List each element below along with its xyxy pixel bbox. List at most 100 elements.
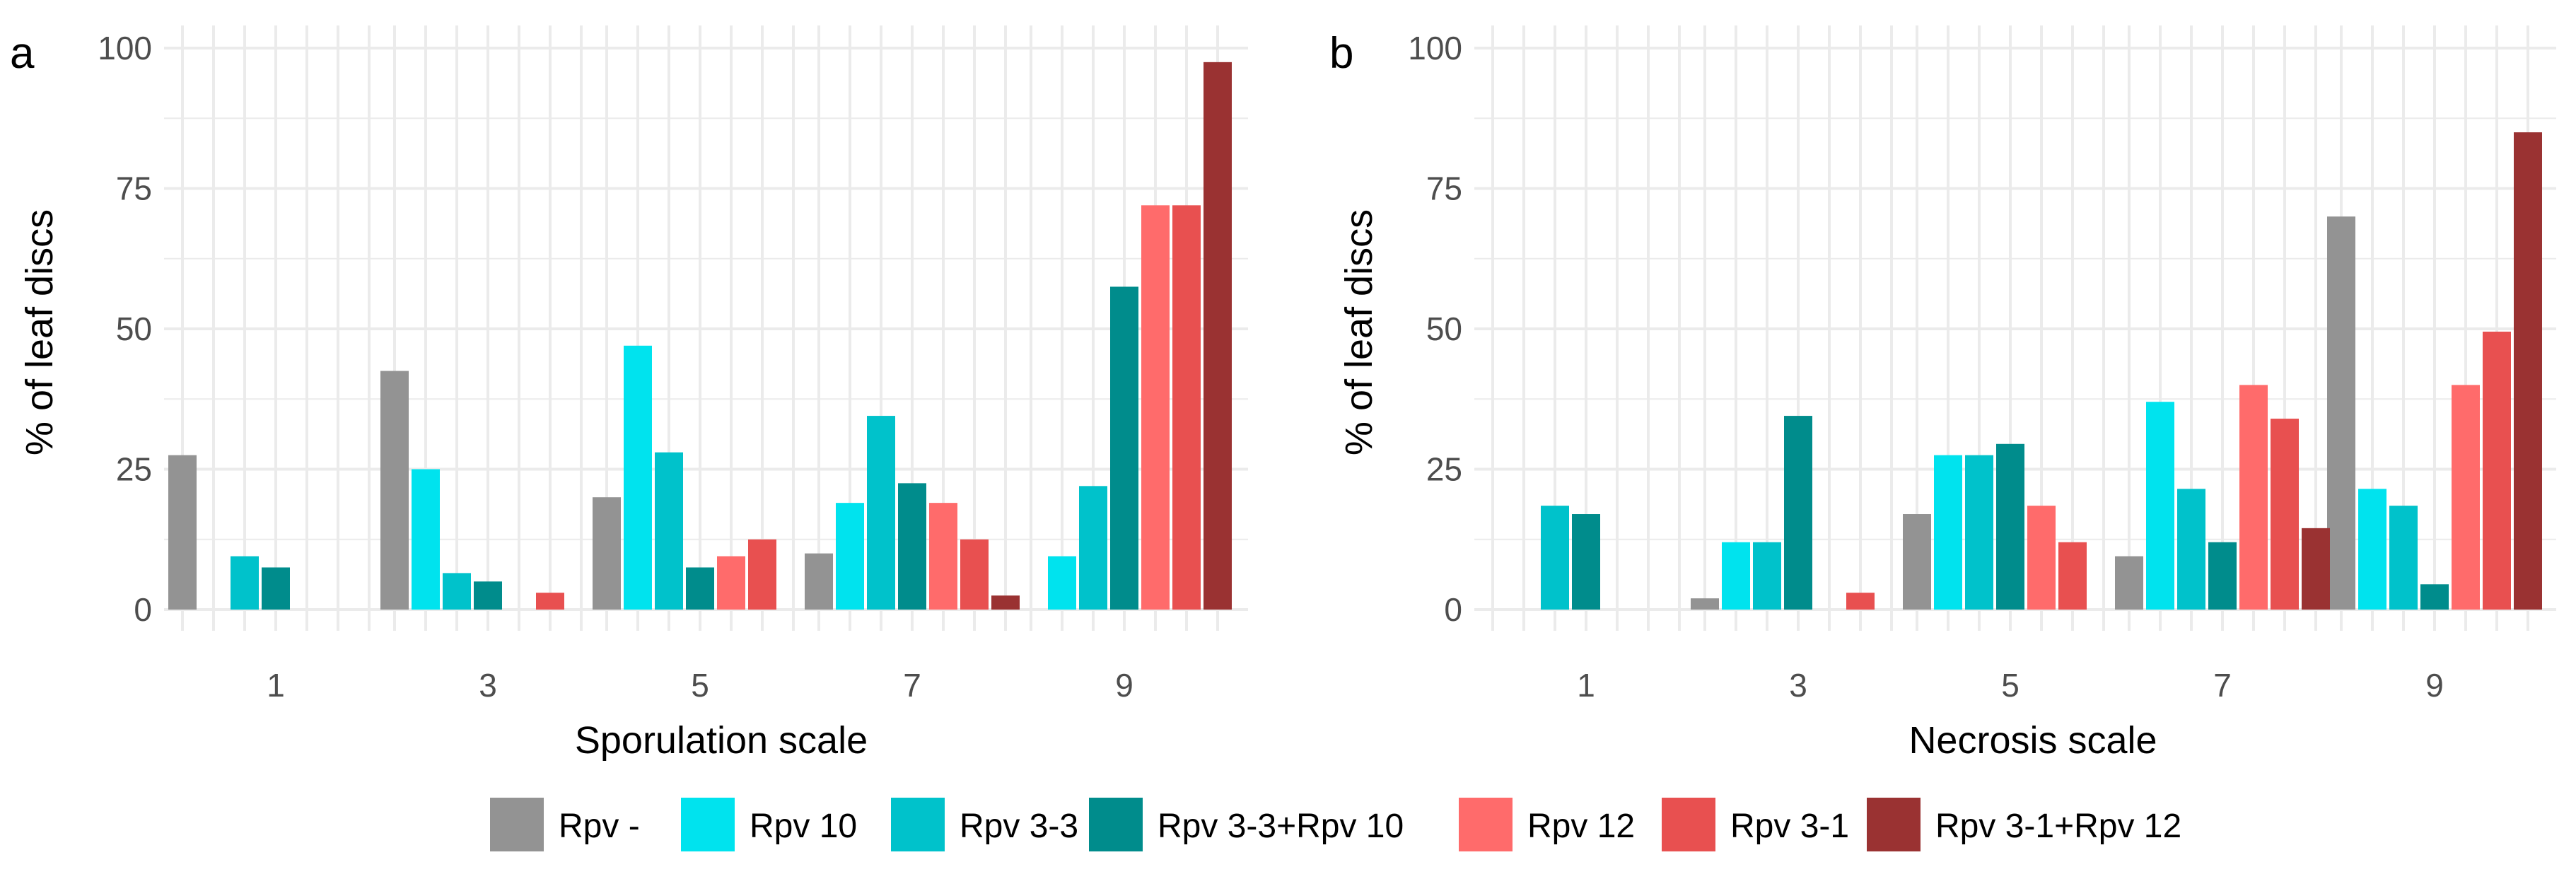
y-tick-label: 25	[116, 451, 152, 488]
y-tick-label: 100	[1408, 30, 1462, 66]
legend-swatch-rpv12	[1459, 798, 1513, 851]
bar	[2177, 489, 2205, 610]
bar	[1722, 542, 1750, 610]
legend-swatch-rpv-minus	[490, 798, 544, 851]
legend-swatch-rpv3-3	[891, 798, 945, 851]
bar	[262, 567, 290, 610]
x-tick-label: 7	[903, 667, 921, 704]
panel-b-label: b	[1329, 29, 1353, 78]
bar	[686, 567, 714, 610]
legend-label-rpv3-1-rpv12: Rpv 3-1+Rpv 12	[1935, 808, 2181, 845]
x-tick-label: 1	[267, 667, 285, 704]
legend-swatch-rpv10	[681, 798, 735, 851]
bar	[1903, 514, 1931, 610]
bar	[1691, 598, 1719, 610]
panel-a-y-axis-title: % of leaf discs	[18, 209, 61, 455]
legend: Rpv - Rpv 10 Rpv 3-3 Rpv 3-3+Rpv 10 Rpv …	[490, 798, 2181, 851]
bar	[748, 539, 776, 610]
panel-a-grid	[164, 25, 1248, 631]
bar	[380, 371, 409, 610]
bar	[2327, 216, 2355, 610]
legend-swatch-rpv3-1	[1662, 798, 1715, 851]
bar	[655, 452, 683, 610]
bar	[1110, 286, 1138, 610]
y-tick-label: 50	[116, 310, 152, 347]
y-tick-label: 50	[1426, 310, 1462, 347]
bar	[1753, 542, 1781, 610]
bar	[1141, 205, 1170, 610]
bar	[898, 483, 926, 610]
x-tick-label: 3	[1789, 667, 1807, 704]
bar	[231, 556, 259, 610]
legend-label-rpv-minus: Rpv -	[559, 808, 640, 845]
bar	[805, 553, 833, 610]
bar	[1996, 443, 2024, 610]
panel-b-x-axis-title: Necrosis scale	[1908, 719, 2157, 762]
panel-b-x-ticks: 1 3 5 7 9	[1577, 667, 2444, 704]
bar	[412, 469, 440, 610]
bar	[2146, 402, 2174, 610]
bar	[929, 503, 957, 610]
bar	[624, 345, 652, 610]
legend-label-rpv3-3: Rpv 3-3	[960, 808, 1078, 845]
bar	[2115, 556, 2143, 610]
legend-swatch-rpv3-1-rpv12	[1867, 798, 1921, 851]
x-tick-label: 7	[2213, 667, 2232, 704]
panel-a-x-ticks: 1 3 5 7 9	[267, 667, 1133, 704]
y-tick-label: 75	[116, 170, 152, 207]
bar	[2483, 331, 2511, 610]
bar	[2027, 506, 2056, 610]
bar	[717, 556, 745, 610]
x-tick-label: 5	[691, 667, 709, 704]
bar	[2420, 584, 2449, 610]
bar	[2239, 385, 2268, 610]
y-tick-label: 25	[1426, 451, 1462, 488]
bar	[1048, 556, 1076, 610]
panel-a-bars	[168, 62, 1232, 610]
bar	[2389, 506, 2418, 610]
bar	[1572, 514, 1600, 610]
bar	[960, 539, 989, 610]
legend-swatch-rpv3-3-rpv10	[1089, 798, 1143, 851]
legend-label-rpv10: Rpv 10	[750, 808, 857, 845]
panel-a: a % of leaf discs Sporulation scale 0 25 5…	[10, 25, 1248, 762]
bar	[593, 497, 621, 610]
bar	[2358, 489, 2386, 610]
y-tick-label: 0	[134, 591, 152, 628]
y-tick-label: 100	[98, 30, 152, 66]
legend-label-rpv3-3-rpv10: Rpv 3-3+Rpv 10	[1158, 808, 1404, 845]
bar	[2271, 419, 2299, 610]
bar	[474, 581, 502, 610]
panel-b-y-axis-title: % of leaf discs	[1338, 209, 1380, 455]
panel-a-x-axis-title: Sporulation scale	[575, 719, 868, 762]
bar	[1965, 455, 1993, 610]
panel-b-bars	[1541, 132, 2542, 610]
bar	[2208, 542, 2237, 610]
bar	[2452, 385, 2480, 610]
bar	[1172, 205, 1201, 610]
bar	[1784, 416, 1812, 610]
bar	[991, 595, 1020, 610]
bar	[2514, 132, 2542, 610]
bar	[2302, 528, 2330, 610]
bar	[1541, 506, 1569, 610]
bar	[1934, 455, 1962, 610]
y-tick-label: 75	[1426, 170, 1462, 207]
panel-b-y-ticks: 0 25 50 75 100	[1408, 30, 1462, 628]
bar	[1846, 593, 1875, 610]
legend-label-rpv12: Rpv 12	[1527, 808, 1635, 845]
panel-b: b % of leaf discs Necrosis scale 0255075…	[1329, 25, 2556, 762]
x-tick-label: 9	[2425, 667, 2444, 704]
x-tick-label: 5	[2001, 667, 2020, 704]
legend-label-rpv3-1: Rpv 3-1	[1730, 808, 1849, 845]
panel-a-label: a	[10, 29, 35, 78]
bar	[443, 573, 471, 610]
bar	[2058, 542, 2087, 610]
y-tick-label: 0	[1444, 591, 1462, 628]
x-tick-label: 9	[1115, 667, 1133, 704]
bar	[836, 503, 864, 610]
bar	[867, 416, 895, 610]
bar	[1079, 486, 1107, 610]
x-tick-label: 3	[479, 667, 497, 704]
